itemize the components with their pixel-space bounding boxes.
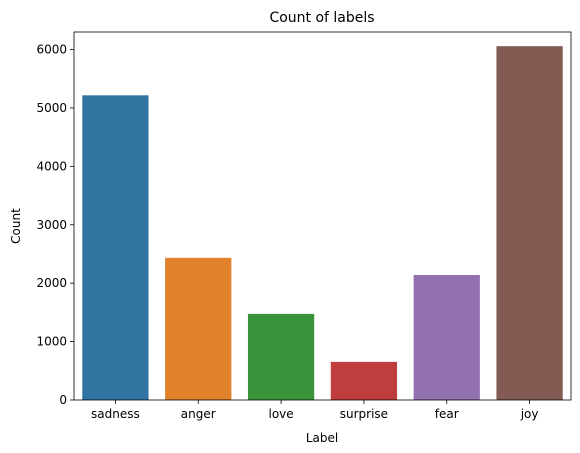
y-tick-label-3000: 3000 (36, 218, 67, 232)
bars-group (82, 46, 563, 401)
bar-joy (496, 46, 563, 401)
y-tick-label-0: 0 (59, 393, 67, 407)
x-tick-label-joy: joy (520, 407, 539, 421)
x-axis-ticks: sadness anger love surprise fear joy (91, 400, 538, 421)
y-tick-label-5000: 5000 (36, 101, 67, 115)
x-axis-label: Label (306, 431, 338, 445)
x-tick-label-fear: fear (435, 407, 459, 421)
x-tick-label-surprise: surprise (340, 407, 388, 421)
bar-anger (165, 257, 232, 400)
y-axis-label: Count (9, 208, 23, 244)
plot-frame (73, 31, 572, 401)
y-tick-label-1000: 1000 (36, 335, 67, 349)
y-axis-ticks: 0 1000 2000 3000 4000 5000 6000 (36, 43, 74, 407)
x-tick-label-love: love (268, 407, 293, 421)
x-tick-label-anger: anger (181, 407, 216, 421)
bar-love (247, 313, 315, 400)
y-tick-label-6000: 6000 (36, 43, 67, 57)
bar-surprise (330, 361, 398, 400)
chart-title: Count of labels (269, 10, 374, 26)
bar-fear (413, 274, 480, 400)
y-tick-label-2000: 2000 (36, 276, 67, 290)
x-tick-label-sadness: sadness (91, 407, 140, 421)
bar-sadness (82, 95, 149, 400)
y-tick-label-4000: 4000 (36, 159, 67, 173)
